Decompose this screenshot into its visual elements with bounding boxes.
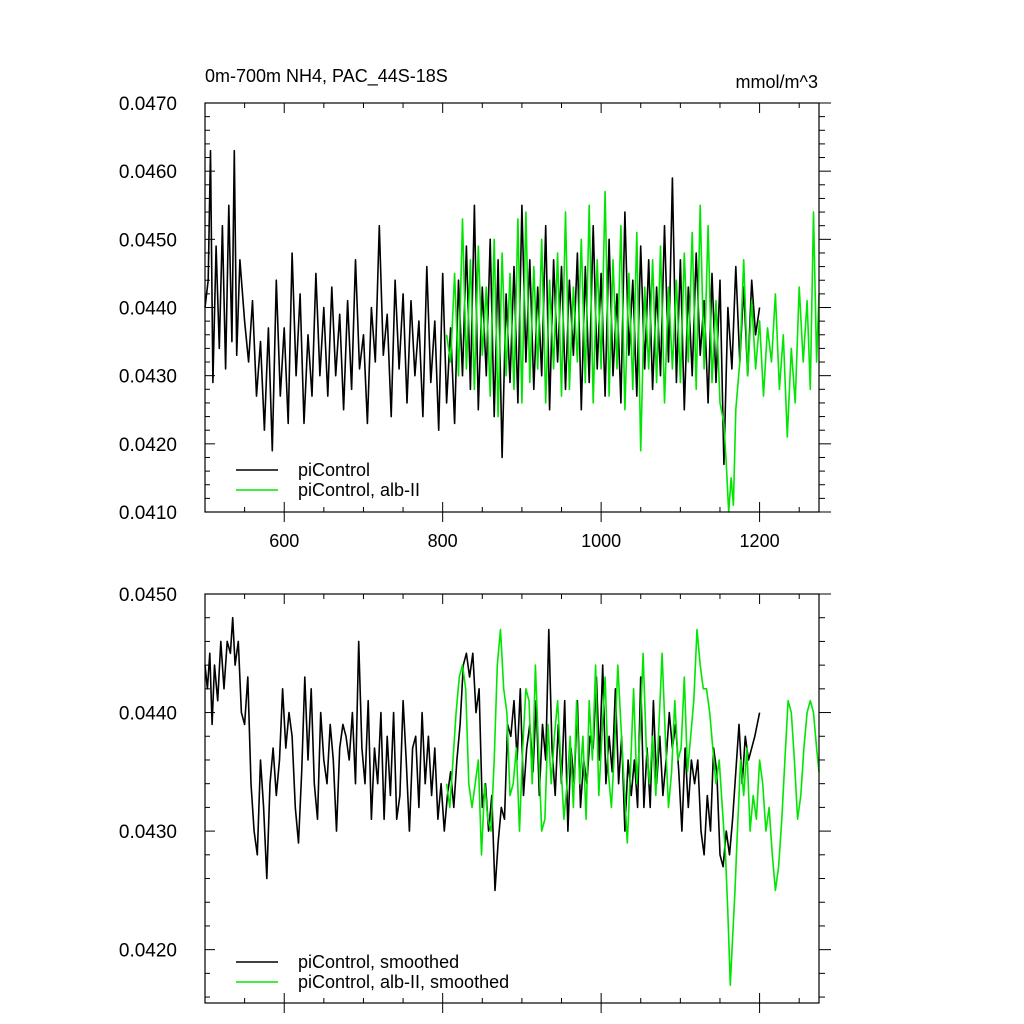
top-y-tick-label: 0.0410 (119, 503, 177, 524)
bottom-series-line-picontrol (204, 616, 761, 892)
bottom-series-line-picontrol-alb-ii (445, 628, 820, 986)
bottom-y-tick-label: 0.0430 (119, 822, 177, 843)
top-y-tick-label: 0.0460 (119, 162, 177, 183)
bottom-y-tick-label: 0.0420 (119, 941, 177, 962)
top-x-tick-label: 1000 (581, 531, 621, 551)
bottom-plot-frame (204, 593, 820, 1004)
legend-label-picontrol-alb-ii-smoothed: piControl, alb-II, smoothed (298, 972, 509, 992)
bottom-legend: piControl, smoothed piControl, alb-II, s… (236, 952, 509, 992)
top-y-tick-label: 0.0450 (119, 230, 177, 251)
top-x-tick-label: 800 (428, 531, 458, 551)
top-y-tick-label: 0.0440 (119, 299, 177, 320)
top-y-tick-label: 0.0420 (119, 435, 177, 456)
top-chart-units: mmol/m^3 (736, 72, 818, 92)
top-x-tick-label: 1200 (740, 531, 780, 551)
bottom-y-tick-label: 0.0450 (119, 585, 177, 606)
legend-label-picontrol-alb-ii: piControl, alb-II (298, 480, 420, 500)
bottom-panel: 0.0420 0.0430 0.0440 0.0450 piControl, smoo… (119, 585, 831, 1013)
top-chart-title: 0m-700m NH4, PAC_44S-18S (205, 66, 448, 87)
top-y-tick-label: 0.0470 (119, 94, 177, 115)
bottom-y-tick-label: 0.0440 (119, 704, 177, 725)
top-y-tick-label: 0.0430 (119, 367, 177, 388)
top-legend: piControl piControl, alb-II (236, 460, 420, 500)
top-series-line-picontrol-alb-ii (445, 190, 820, 513)
legend-label-picontrol: piControl (298, 460, 370, 480)
top-x-tick-label: 600 (269, 531, 299, 551)
top-panel: 0m-700m NH4, PAC_44S-18S mmol/m^3 600 800… (119, 66, 831, 551)
legend-label-picontrol-smoothed: piControl, smoothed (298, 952, 459, 972)
